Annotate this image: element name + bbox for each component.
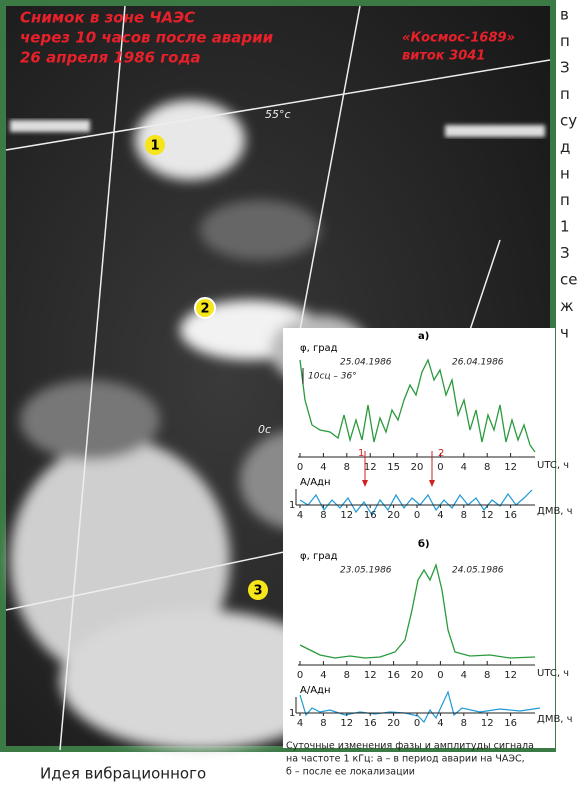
inset-caption: на частоте 1 кГц: а – в период аварии на… — [286, 754, 525, 765]
y-axis-label: φ, град — [300, 551, 338, 562]
x-tick-label: 12 — [364, 670, 377, 681]
x-tick-label: 15 — [387, 462, 400, 473]
photo-caption: через 10 часов после аварии — [20, 29, 274, 47]
page: Снимок в зоне ЧАЭС через 10 часов после … — [0, 0, 585, 787]
amp-tick-label: 20 — [387, 718, 400, 729]
amp-tick-label: 8 — [461, 718, 467, 729]
amp-tick-label: 4 — [437, 718, 443, 729]
date: 23.05.1986 — [340, 566, 392, 576]
amp-unit: ДМВ, ч — [537, 714, 573, 725]
x-tick-label: 0 — [297, 462, 303, 473]
column-text: п — [560, 85, 570, 103]
column-text: ч — [560, 324, 569, 342]
x-tick-label: 4 — [320, 670, 326, 681]
column-text: се — [560, 271, 577, 289]
x-tick-label: 20 — [411, 670, 424, 681]
date: 24.05.1986 — [452, 566, 504, 576]
amp-tick-label: 12 — [481, 718, 494, 729]
amp-tick-label: 4 — [297, 718, 303, 729]
amp-tick-label: 16 — [504, 510, 517, 521]
column-text: З — [560, 244, 570, 262]
satellite-name: «Космос-1689» — [402, 31, 515, 46]
column-text: в — [560, 6, 569, 24]
x-tick-label: 0 — [297, 670, 303, 681]
photo-caption: Снимок в зоне ЧАЭС — [20, 9, 195, 27]
photo-caption: 26 апреля 1986 года — [20, 49, 201, 67]
marker-label: 2 — [200, 302, 209, 317]
y-axis-label: φ, град — [300, 343, 338, 354]
panel-label: а) — [418, 331, 429, 342]
column-text: су — [560, 112, 577, 130]
amp-tick-label: 4 — [437, 510, 443, 521]
amp-tick-label: 16 — [364, 510, 377, 521]
column-text: н — [560, 165, 570, 183]
amp-tick-label: 16 — [364, 718, 377, 729]
amp-tick-label: 0 — [414, 510, 420, 521]
x-tick-label: 4 — [320, 462, 326, 473]
date: 25.04.1986 — [340, 358, 392, 368]
x-tick-label: 0 — [437, 670, 443, 681]
amp-tick-label: 16 — [504, 718, 517, 729]
x-unit: UTC, ч — [537, 668, 569, 679]
body-text: Идея вибрационного — [40, 765, 206, 783]
satellite-orbit: виток 3041 — [402, 49, 485, 64]
x-tick-label: 8 — [484, 670, 490, 681]
arrow-label: 1 — [358, 448, 364, 459]
marker-label: 3 — [253, 584, 262, 599]
amp-tick-label: 12 — [481, 510, 494, 521]
column-text: п — [560, 191, 570, 209]
x-tick-label: 4 — [461, 670, 467, 681]
amp-tick-label: 4 — [297, 510, 303, 521]
amp-tick-label: 8 — [461, 510, 467, 521]
grid-label: 0с — [258, 423, 271, 436]
amp-unit: ДМВ, ч — [537, 506, 573, 517]
amp-label: А/Адн — [300, 477, 331, 488]
x-tick-label: 4 — [461, 462, 467, 473]
column-text: п — [560, 32, 570, 50]
column-text: З — [560, 59, 570, 77]
amp-tick-label: 12 — [340, 510, 353, 521]
amp-tick-label: 12 — [340, 718, 353, 729]
x-unit: UTC, ч — [537, 460, 569, 471]
amp-tick-label: 8 — [320, 718, 326, 729]
arrow-label: 2 — [438, 448, 444, 459]
amp-tick-label: 20 — [387, 510, 400, 521]
amp-tick-label: 0 — [414, 718, 420, 729]
panel-label: б) — [418, 538, 430, 550]
marker-label: 1 — [150, 139, 159, 154]
x-tick-label: 8 — [344, 670, 350, 681]
column-text: ж — [560, 297, 574, 315]
x-tick-label: 8 — [344, 462, 350, 473]
x-tick-label: 20 — [411, 462, 424, 473]
inset-caption: б – после ее локализации — [286, 767, 415, 778]
x-tick-label: 16 — [387, 670, 400, 681]
x-tick-label: 12 — [504, 462, 517, 473]
x-tick-label: 0 — [437, 462, 443, 473]
x-tick-label: 8 — [484, 462, 490, 473]
amp-tick: 1 — [289, 708, 295, 719]
x-tick-label: 12 — [504, 670, 517, 681]
date: 26.04.1986 — [452, 358, 504, 368]
column-text: д — [560, 138, 570, 156]
scale-note: 10сц – 36° — [308, 372, 357, 382]
amp-tick: 1 — [289, 500, 295, 511]
x-tick-label: 12 — [364, 462, 377, 473]
inset-caption: Суточные изменения фазы и амплитуды сигн… — [286, 741, 534, 752]
column-text: 1 — [560, 218, 570, 236]
amp-label: А/Адн — [300, 685, 331, 696]
amp-tick-label: 8 — [320, 510, 326, 521]
grid-label: 55°с — [265, 108, 291, 121]
